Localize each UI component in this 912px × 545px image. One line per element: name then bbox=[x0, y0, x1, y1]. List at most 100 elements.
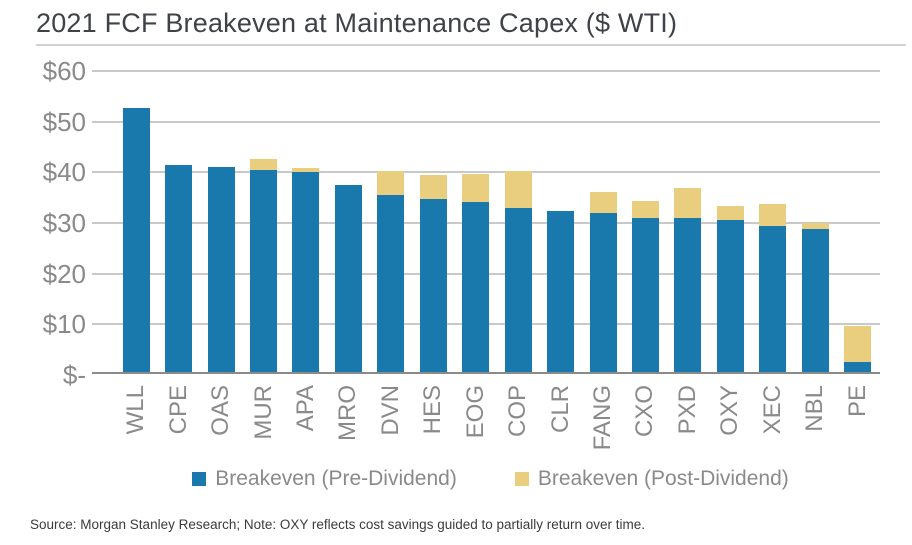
x-tick-label-pxd: PXD bbox=[673, 385, 701, 435]
legend-label-pre-dividend: Breakeven (Pre-Dividend) bbox=[215, 467, 457, 490]
x-tick-label-xec: XEC bbox=[758, 385, 786, 435]
chart-title: 2021 FCF Breakeven at Maintenance Capex … bbox=[36, 8, 678, 38]
pre-dividend-segment bbox=[122, 108, 150, 374]
bars-layer bbox=[115, 70, 879, 374]
bar-wll bbox=[122, 108, 150, 374]
x-tick-label-mur: MUR bbox=[249, 385, 277, 440]
y-tick-label: $40 bbox=[42, 157, 86, 187]
pre-dividend-segment bbox=[292, 172, 320, 374]
x-label-slot: COP bbox=[497, 385, 539, 437]
y-tick-label: $10 bbox=[42, 309, 86, 339]
bar-nbl bbox=[801, 223, 829, 374]
x-tick-label-cxo: CXO bbox=[631, 385, 659, 438]
x-tick-label-nbl: NBL bbox=[801, 385, 829, 432]
x-tick-label-apa: APA bbox=[291, 385, 319, 432]
legend-entry-post-dividend: Breakeven (Post-Dividend) bbox=[514, 467, 789, 491]
x-label-slot: DVN bbox=[370, 385, 412, 436]
pre-dividend-segment bbox=[207, 167, 235, 374]
x-tick-label-pe: PE bbox=[843, 385, 871, 418]
post-dividend-segment bbox=[844, 326, 872, 362]
post-dividend-segment bbox=[674, 188, 702, 218]
bar-fang bbox=[589, 192, 617, 374]
post-dividend-segment bbox=[801, 223, 829, 229]
pre-dividend-segment bbox=[844, 362, 872, 374]
pre-dividend-segment bbox=[462, 202, 490, 374]
bar-slot-oas bbox=[200, 70, 242, 374]
gridline bbox=[92, 70, 880, 72]
y-tick-label: $20 bbox=[42, 259, 86, 289]
x-tick-label-hes: HES bbox=[419, 385, 447, 435]
plot-area: $60 $50 $40 $30 $20 $10 $- WLL CPE OAS MUR APA MRO D… bbox=[43, 56, 880, 450]
x-label-slot: PXD bbox=[667, 385, 709, 434]
x-label-slot: WLL bbox=[115, 385, 157, 434]
source-note: Source: Morgan Stanley Research; Note: O… bbox=[30, 517, 646, 532]
bar-clr bbox=[547, 211, 575, 374]
bar-slot-cxo bbox=[624, 70, 666, 374]
pre-dividend-segment bbox=[504, 208, 532, 374]
x-label-slot: HES bbox=[412, 385, 454, 434]
x-tick-label-cpe: CPE bbox=[164, 385, 192, 435]
gridline bbox=[92, 171, 880, 173]
bar-slot-xec bbox=[752, 70, 794, 374]
post-dividend-segment bbox=[631, 201, 659, 218]
pre-dividend-segment bbox=[377, 195, 405, 374]
x-tick-label-oas: OAS bbox=[207, 385, 235, 436]
bar-slot-pe bbox=[836, 70, 878, 374]
pre-dividend-segment bbox=[631, 218, 659, 374]
y-tick-label: $60 bbox=[42, 56, 86, 86]
x-label-slot: CXO bbox=[624, 385, 666, 437]
bar-slot-wll bbox=[115, 70, 157, 374]
bar-mur bbox=[250, 159, 278, 374]
post-dividend-segment bbox=[759, 204, 787, 226]
y-tick-label: $30 bbox=[42, 208, 86, 238]
pre-dividend-segment bbox=[674, 218, 702, 374]
pre-dividend-segment bbox=[334, 185, 362, 374]
post-dividend-swatch-icon bbox=[514, 472, 529, 486]
post-dividend-segment bbox=[377, 171, 405, 195]
pre-dividend-segment bbox=[250, 170, 278, 374]
bar-pe bbox=[844, 326, 872, 374]
bar-cop bbox=[504, 171, 532, 374]
bar-slot-eog bbox=[455, 70, 497, 374]
x-tick-label-fang: FANG bbox=[589, 385, 617, 451]
pre-dividend-segment bbox=[801, 229, 829, 374]
x-axis-labels: WLL CPE OAS MUR APA MRO DVN HES EOG COP CLR FANG CXO… bbox=[115, 385, 879, 470]
bar-slot-nbl bbox=[794, 70, 836, 374]
y-tick-label: $- bbox=[62, 360, 86, 390]
bar-slot-pxd bbox=[667, 70, 709, 374]
bar-cpe bbox=[165, 165, 193, 374]
x-label-slot: XEC bbox=[752, 385, 794, 434]
x-tick-label-oxy: OXY bbox=[716, 385, 744, 436]
x-tick-label-eog: EOG bbox=[461, 385, 489, 439]
bar-slot-fang bbox=[582, 70, 624, 374]
bar-slot-hes bbox=[412, 70, 454, 374]
x-label-slot: OAS bbox=[200, 385, 242, 436]
bar-xec bbox=[759, 204, 787, 374]
bar-slot-mro bbox=[327, 70, 369, 374]
bar-pxd bbox=[674, 188, 702, 374]
bar-mro bbox=[334, 185, 362, 374]
bar-apa bbox=[292, 168, 320, 374]
bar-oxy bbox=[716, 206, 744, 374]
chart-legend: Breakeven (Pre-Dividend) Breakeven (Post… bbox=[101, 464, 880, 494]
post-dividend-segment bbox=[462, 174, 490, 202]
bar-slot-cop bbox=[497, 70, 539, 374]
post-dividend-segment bbox=[716, 206, 744, 220]
post-dividend-segment bbox=[292, 168, 320, 172]
x-label-slot: MUR bbox=[242, 385, 284, 440]
bar-slot-cpe bbox=[157, 70, 199, 374]
bar-oas bbox=[207, 167, 235, 374]
post-dividend-segment bbox=[250, 159, 278, 170]
x-label-slot: APA bbox=[285, 385, 327, 431]
gridline bbox=[92, 121, 880, 123]
bar-slot-apa bbox=[285, 70, 327, 374]
bar-slot-dvn bbox=[370, 70, 412, 374]
x-tick-label-clr: CLR bbox=[546, 385, 574, 434]
bar-slot-clr bbox=[539, 70, 581, 374]
x-axis-line bbox=[92, 372, 880, 374]
pre-dividend-segment bbox=[165, 165, 193, 374]
pre-dividend-segment bbox=[419, 199, 447, 374]
x-tick-label-mro: MRO bbox=[334, 385, 362, 441]
legend-entry-pre-dividend: Breakeven (Pre-Dividend) bbox=[192, 467, 457, 491]
